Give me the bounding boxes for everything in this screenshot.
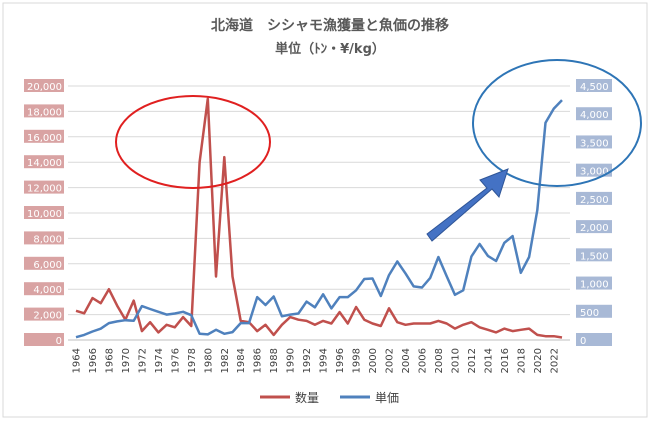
left-tick-label: 0 (56, 336, 62, 347)
x-tick-label: 2014 (483, 348, 494, 373)
x-tick-label: 2006 (417, 348, 428, 373)
left-tick-bg (24, 282, 64, 296)
up-right-arrow-annotation (426, 168, 509, 242)
right-tick-bg (576, 333, 612, 346)
right-tick-label: 2,500 (580, 195, 609, 206)
x-tick-label: 1984 (236, 348, 247, 373)
chart-frame (2, 2, 648, 418)
left-tick-bg (24, 256, 64, 270)
right-tick-label: 1,500 (580, 251, 609, 262)
left-tick-bg (24, 104, 64, 118)
x-tick-label: 1974 (154, 348, 165, 373)
x-tick-label: 1968 (104, 348, 115, 373)
x-tick-label: 1998 (352, 348, 363, 373)
left-tick-bg (24, 129, 64, 143)
right-y-axis: 0 500 1,000 1,500 2,000 2,500 3,000 3,500 4,000 4… (576, 79, 612, 347)
x-axis: 1964 1966 1968 1970 1972 1974 1976 1978 1980 1982… (68, 339, 570, 373)
x-tick-label: 2016 (500, 348, 511, 373)
left-tick-label: 12,000 (27, 184, 62, 195)
legend-label-price: 単価 (375, 391, 399, 405)
x-tick-label: 1990 (286, 348, 297, 373)
x-tick-label: 2010 (450, 348, 461, 373)
x-tick-label: 1994 (319, 348, 330, 373)
x-tick-label: 2020 (533, 348, 544, 373)
right-tick-bg (576, 248, 612, 262)
left-tick-label: 14,000 (27, 158, 62, 169)
left-tick-label: 16,000 (27, 133, 62, 144)
right-tick-label: 1,000 (580, 280, 609, 291)
left-tick-bg (24, 79, 64, 92)
x-tick-label: 1976 (170, 348, 181, 373)
right-tick-label: 4,500 (580, 82, 609, 93)
x-tick-label: 1970 (121, 348, 132, 373)
legend-label-quantity: 数量 (295, 390, 319, 405)
right-tick-bg (576, 304, 612, 318)
left-tick-bg (24, 155, 64, 169)
right-tick-label: 3,000 (580, 167, 609, 178)
x-tick-label: 2008 (434, 348, 445, 373)
right-tick-bg (576, 276, 612, 290)
x-tick-label: 1996 (335, 348, 346, 373)
x-tick-label: 1972 (137, 348, 148, 373)
blue-ellipse-annotation (472, 59, 642, 187)
legend: 数量 単価 (260, 390, 399, 405)
chart-subtitle: 単位（ﾄﾝ・¥/kg） (275, 41, 385, 57)
left-tick-label: 2,000 (33, 311, 62, 322)
red-ellipse-annotation (115, 95, 271, 189)
left-tick-label: 6,000 (33, 260, 62, 271)
left-tick-bg (24, 307, 64, 321)
x-tick-label: 1986 (253, 348, 264, 373)
left-tick-label: 18,000 (27, 107, 62, 118)
x-tick-label: 2022 (549, 348, 560, 373)
x-tick-label: 2004 (401, 348, 412, 373)
series-lines (75, 97, 563, 339)
right-tick-bg (576, 220, 612, 234)
right-tick-label: 0 (580, 336, 586, 347)
x-tick-label: 2002 (385, 348, 396, 373)
right-tick-bg (576, 79, 612, 92)
x-tick-label: 1966 (88, 348, 99, 373)
left-tick-label: 10,000 (27, 209, 62, 220)
right-tick-bg (576, 163, 612, 177)
x-tick-label: 1982 (220, 348, 231, 373)
series-line-price (75, 99, 563, 339)
series-line-quantity (75, 97, 563, 339)
x-tick-label: 1978 (187, 348, 198, 373)
left-tick-bg (24, 206, 64, 219)
right-tick-label: 3,500 (580, 138, 609, 149)
right-tick-label: 500 (580, 308, 599, 319)
x-tick-label: 1964 (72, 348, 83, 373)
x-tick-label: 1980 (203, 348, 214, 373)
right-tick-label: 4,000 (580, 110, 609, 121)
x-tick-label: 2000 (368, 348, 379, 373)
left-tick-label: 20,000 (27, 82, 62, 93)
right-tick-label: 2,000 (580, 223, 609, 234)
left-tick-label: 8,000 (33, 234, 62, 245)
right-tick-bg (576, 107, 612, 121)
left-tick-bg (24, 333, 64, 346)
x-tick-label: 2018 (516, 348, 527, 373)
left-tick-bg (24, 180, 64, 194)
x-tick-label: 1992 (302, 348, 313, 373)
right-tick-bg (576, 191, 612, 205)
chart-title: 北海道 シシャモ漁獲量と魚価の推移 (211, 17, 449, 34)
right-tick-bg (576, 135, 612, 149)
left-tick-label: 4,000 (33, 285, 62, 296)
x-tick-label: 1988 (269, 348, 280, 373)
left-tick-bg (24, 231, 64, 245)
left-y-axis: 0 2,000 4,000 6,000 8,000 10,000 12,000 14,000 1… (24, 79, 64, 347)
x-tick-label: 2012 (467, 348, 478, 373)
